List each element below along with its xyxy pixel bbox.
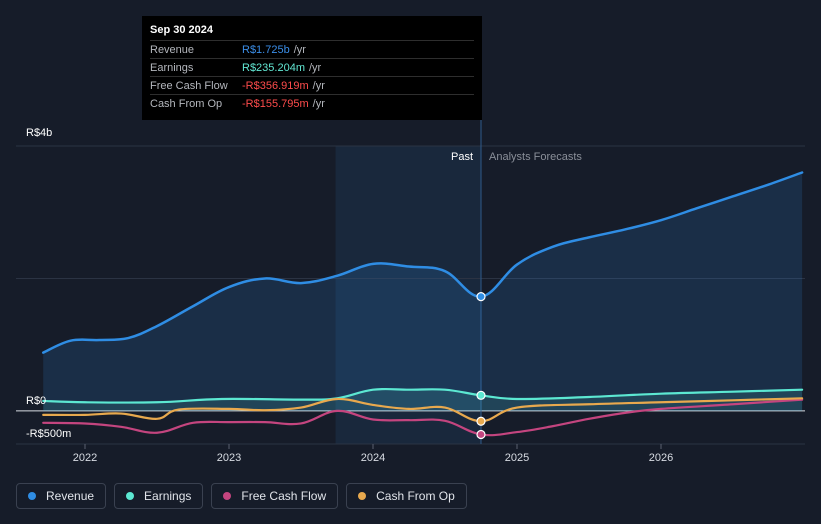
series-line-earnings xyxy=(42,387,804,404)
legend-label: Earnings xyxy=(144,489,192,503)
legend-item-earnings[interactable]: Earnings xyxy=(114,483,204,509)
tooltip-row-earnings: Earnings R$235.204m /yr xyxy=(150,58,474,76)
tooltip-unit: /yr xyxy=(312,79,325,92)
area-revenue xyxy=(43,172,803,411)
marker-revenue xyxy=(476,292,486,302)
x-tick-label: 2023 xyxy=(217,452,241,464)
tooltip-value: R$235.204m xyxy=(242,61,305,74)
x-tick-label: 2025 xyxy=(505,452,529,464)
legend: Revenue Earnings Free Cash Flow Cash Fro… xyxy=(16,483,467,511)
legend-dot-icon xyxy=(223,492,232,500)
legend-label: Free Cash Flow xyxy=(241,489,327,503)
tooltip-row-cash-from-op: Cash From Op -R$155.795m /yr xyxy=(150,94,474,112)
tooltip-label: Cash From Op xyxy=(150,97,223,110)
y-label-top: R$4b xyxy=(26,127,52,139)
legend-item-revenue[interactable]: Revenue xyxy=(16,483,107,509)
tooltip-unit: /yr xyxy=(293,43,306,56)
tooltip-date: Sep 30 2024 xyxy=(150,24,213,36)
series-line-free-cash-flow xyxy=(42,398,804,437)
legend-label: Cash From Op xyxy=(376,489,455,503)
x-tick-label: 2022 xyxy=(73,452,97,464)
tooltip-value: -R$356.919m xyxy=(242,79,309,92)
series-line-revenue xyxy=(41,171,804,354)
tooltip-row-revenue: Revenue R$1.725b /yr xyxy=(150,40,474,58)
legend-dot-icon xyxy=(126,492,135,500)
x-tick-label: 2024 xyxy=(361,452,385,464)
tooltip-row-free-cash-flow: Free Cash Flow -R$356.919m /yr xyxy=(150,76,474,94)
tooltip: Sep 30 2024 Revenue R$1.725b /yr Earning… xyxy=(142,16,482,120)
y-label-zero: R$0 xyxy=(26,395,46,407)
legend-label: Revenue xyxy=(46,489,95,503)
tooltip-value: R$1.725b xyxy=(242,43,290,56)
tooltip-value: -R$155.795m xyxy=(242,97,309,110)
tooltip-unit: /yr xyxy=(312,97,325,110)
x-tick-label: 2026 xyxy=(649,452,673,464)
past-label: Past xyxy=(451,151,473,163)
tooltip-label: Earnings xyxy=(150,61,194,74)
forecast-label: Analysts Forecasts xyxy=(489,151,582,163)
marker-earnings xyxy=(476,390,486,400)
y-label-bottom: -R$500m xyxy=(26,428,71,440)
tooltip-unit: /yr xyxy=(309,61,322,74)
marker-free-cash-flow xyxy=(476,429,486,440)
past-shaded-region xyxy=(335,146,481,444)
series-line-cash-from-op xyxy=(42,397,804,423)
legend-dot-icon xyxy=(358,492,367,500)
marker-cash-from-op xyxy=(476,416,486,426)
legend-dot-icon xyxy=(28,492,36,500)
tooltip-label: Revenue xyxy=(150,43,195,56)
legend-item-free-cash-flow[interactable]: Free Cash Flow xyxy=(211,483,339,509)
legend-item-cash-from-op[interactable]: Cash From Op xyxy=(346,483,467,509)
tooltip-label: Free Cash Flow xyxy=(150,79,228,92)
area-earnings xyxy=(43,389,803,411)
